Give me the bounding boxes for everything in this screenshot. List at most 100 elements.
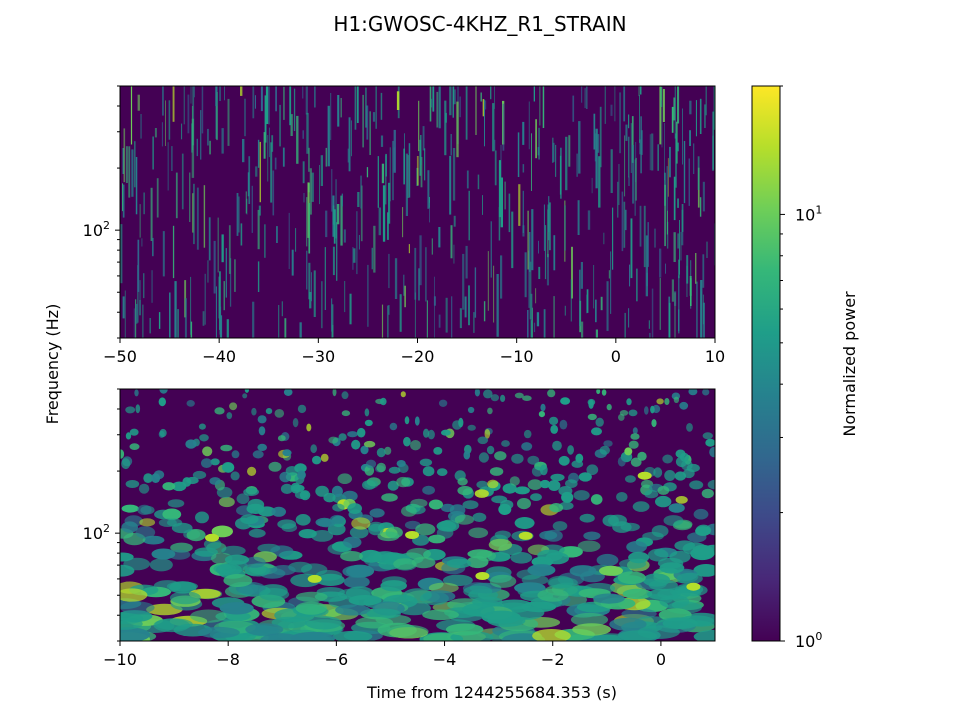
heat-streak: [586, 86, 588, 109]
heat-blob: [489, 574, 517, 588]
heat-streak: [252, 301, 255, 338]
heat-streak: [689, 276, 692, 296]
heat-streak: [712, 135, 714, 171]
heat-blob: [558, 486, 573, 496]
heat-streak: [216, 92, 218, 141]
heat-streak: [673, 232, 676, 262]
heat-streak: [454, 89, 456, 105]
heat-streak: [161, 122, 163, 147]
heat-blob: [387, 480, 399, 491]
heat-blob: [366, 608, 401, 619]
heat-blob: [617, 456, 626, 467]
heat-streak: [677, 198, 679, 208]
heat-blob: [688, 389, 698, 396]
heat-streak: [539, 86, 541, 126]
heat-streak: [671, 279, 674, 302]
heat-hotspot: [686, 582, 701, 591]
heat-streak: [584, 88, 586, 109]
heat-streak: [623, 86, 626, 122]
heat-streak: [392, 140, 394, 201]
heat-blob: [457, 485, 473, 496]
heat-streak: [610, 149, 613, 193]
heat-blob: [162, 482, 176, 491]
heat-blob: [591, 427, 602, 436]
heat-blob: [397, 601, 431, 616]
heat-blob: [601, 389, 607, 396]
heat-streak: [496, 274, 499, 337]
heat-streak: [320, 155, 323, 186]
top-heatmap: [120, 86, 715, 338]
heat-streak: [533, 322, 536, 333]
heat-blob: [489, 467, 504, 476]
heat-streak: [666, 166, 668, 211]
heat-streak: [418, 100, 420, 152]
heat-streak: [204, 273, 206, 325]
heat-streak: [465, 245, 468, 279]
heat-blob: [567, 445, 574, 455]
heat-streak: [354, 86, 357, 130]
heat-streak: [404, 285, 406, 308]
heat-blob: [364, 408, 370, 417]
heat-streak: [568, 135, 571, 167]
heat-blob: [283, 389, 293, 396]
heat-blob: [185, 439, 197, 449]
heat-streak: [610, 104, 613, 116]
heat-blob: [138, 483, 150, 494]
heat-streak: [665, 263, 666, 274]
heat-blob: [647, 548, 669, 562]
heat-blob: [158, 397, 166, 407]
heat-streak: [484, 99, 485, 147]
heat-blob: [151, 473, 161, 483]
heat-blob: [124, 515, 143, 527]
heat-streak: [209, 140, 211, 155]
heat-streak: [245, 191, 247, 214]
heat-streak: [648, 320, 650, 329]
heat-blob: [123, 557, 151, 571]
heat-streak: [536, 312, 540, 327]
heat-streak: [381, 163, 385, 184]
heat-streak: [366, 167, 369, 178]
heat-streak: [553, 296, 555, 338]
heat-streak: [371, 247, 373, 270]
heat-blob: [565, 479, 578, 488]
heat-blob: [637, 451, 647, 461]
heat-blob: [214, 407, 225, 415]
heat-streak: [122, 148, 125, 174]
heat-streak: [450, 134, 452, 156]
heat-streak: [689, 100, 692, 115]
heat-blob: [586, 464, 599, 476]
heat-blob: [552, 521, 568, 531]
heat-blob: [573, 490, 590, 501]
heat-blob: [436, 468, 448, 476]
heat-blob: [384, 446, 392, 455]
heat-streak: [427, 170, 430, 209]
heat-streak: [535, 288, 537, 304]
heat-streak: [429, 197, 430, 208]
heat-streak: [683, 141, 686, 204]
heat-streak: [638, 86, 640, 97]
heat-streak: [299, 322, 302, 338]
heat-streak: [382, 185, 386, 242]
heat-streak: [332, 246, 335, 276]
heat-blob: [427, 429, 435, 440]
heat-streak: [306, 112, 309, 154]
heat-blob: [198, 423, 206, 430]
heat-blob: [268, 461, 282, 472]
heat-streak: [608, 270, 610, 279]
heat-streak: [445, 297, 448, 333]
heat-blob: [527, 479, 543, 490]
heat-blob: [539, 479, 551, 489]
heat-streak: [143, 273, 145, 299]
heat-blob: [219, 602, 254, 615]
heat-blob: [285, 466, 299, 476]
heat-streak: [414, 292, 416, 338]
heat-blob: [663, 515, 684, 526]
heat-streak: [543, 204, 545, 251]
heat-blob: [483, 389, 493, 399]
heat-streak: [311, 172, 314, 202]
heat-streak: [445, 112, 447, 123]
heat-streak: [533, 86, 535, 102]
heat-blob: [657, 557, 684, 569]
heat-blob: [593, 593, 625, 604]
heat-streak: [677, 142, 679, 152]
